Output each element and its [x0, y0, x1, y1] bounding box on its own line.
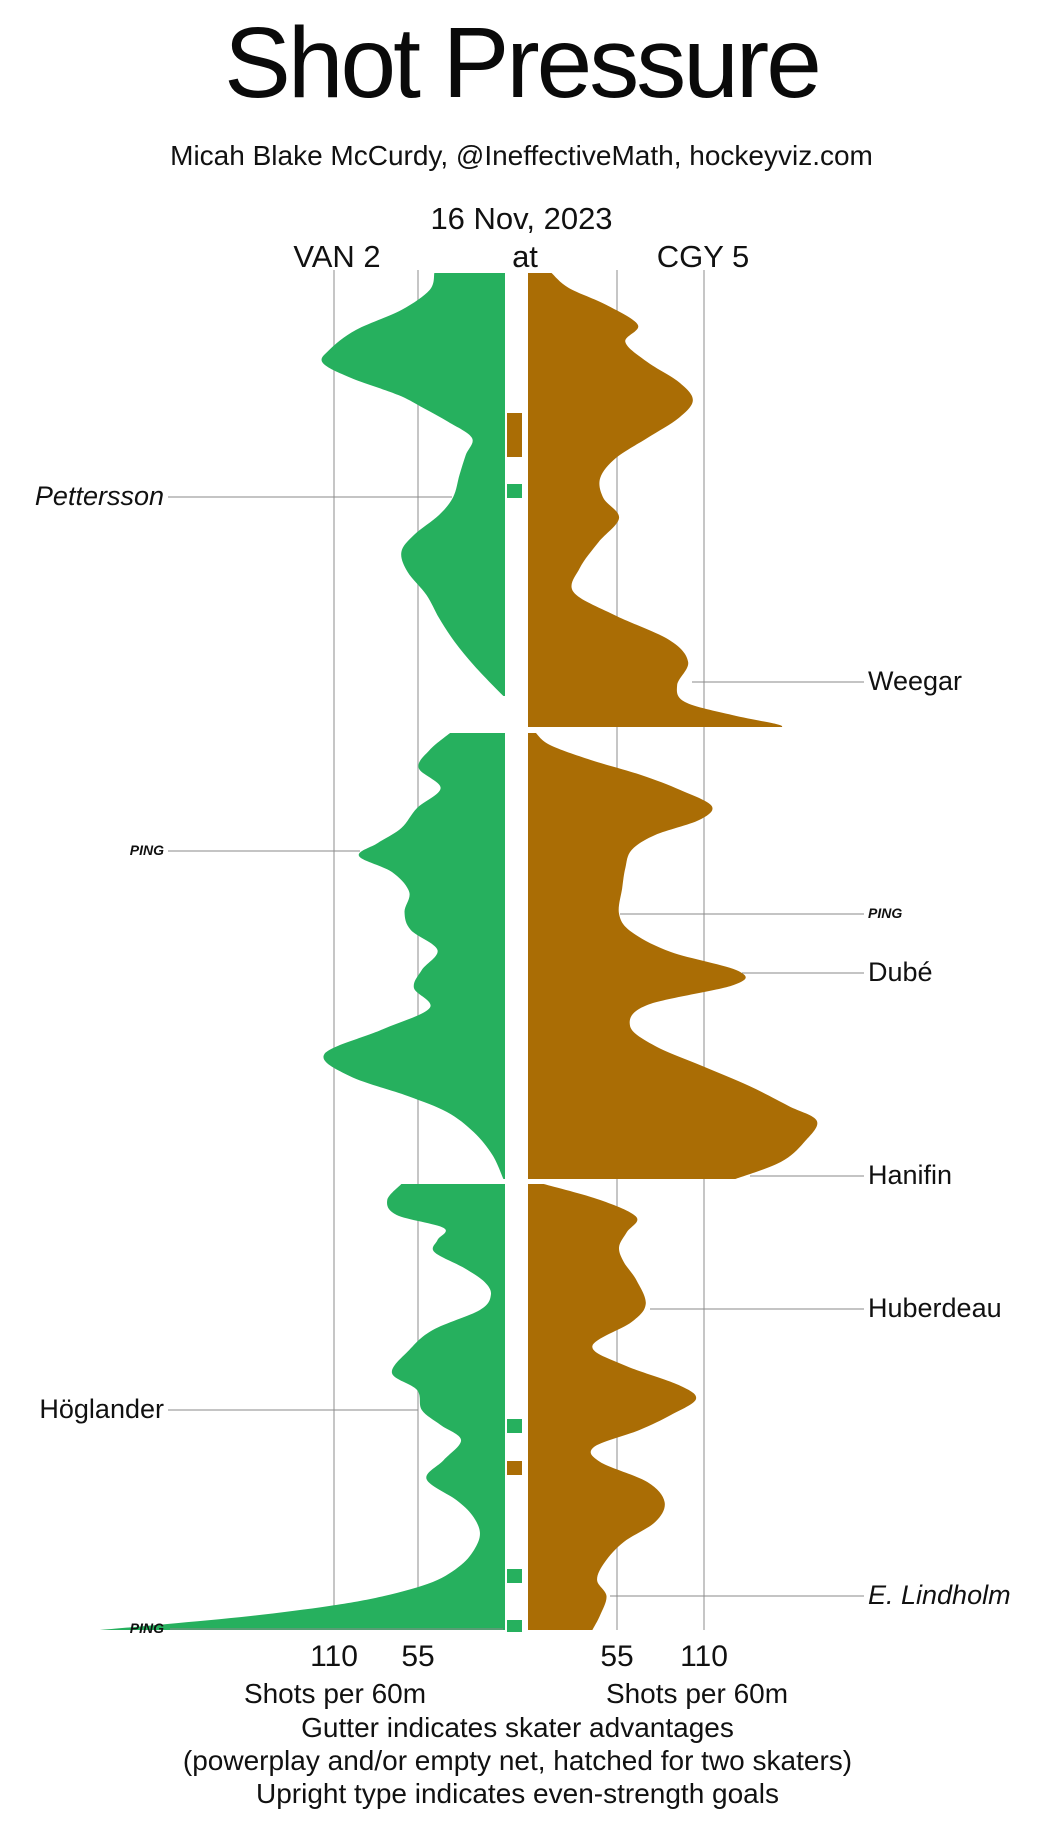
cgy-density-period2 — [528, 733, 818, 1179]
annotation-ping-van-p2: PING — [129, 842, 164, 858]
axis-tick-2: 55 — [600, 1640, 634, 1673]
away-team-score: VAN 2 — [293, 239, 381, 274]
annotation-pettersson: Pettersson — [34, 481, 164, 511]
annotation-huberdeau: Huberdeau — [868, 1293, 1002, 1323]
home-team-score: CGY 5 — [656, 239, 750, 274]
gutter-mark-van — [507, 484, 522, 498]
gutter-mark-van — [507, 1620, 522, 1632]
van-density-period1 — [321, 273, 505, 696]
axis-tick-3: 110 — [680, 1640, 728, 1673]
annotation-dube: Dubé — [868, 957, 933, 987]
van-density-period2 — [323, 733, 505, 1179]
attribution-line: Micah Blake McCurdy, @IneffectiveMath, h… — [170, 140, 873, 171]
gutter-mark-cgy — [507, 1461, 522, 1475]
annotation-ping-van-p3: PING — [129, 1620, 164, 1636]
game-date: 16 Nov, 2023 — [430, 201, 613, 236]
footer-powerplay-note: (powerplay and/or empty net, hatched for… — [182, 1745, 853, 1776]
annotation-lindholm: E. Lindholm — [868, 1580, 1011, 1610]
at-label: at — [512, 239, 538, 274]
axis-tick-1: 55 — [401, 1640, 435, 1673]
annotation-weegar: Weegar — [868, 666, 963, 696]
footer-gutter-note: Gutter indicates skater advantages — [301, 1712, 734, 1743]
annotation-hanifin: Hanifin — [868, 1160, 953, 1190]
gutter-mark-van — [507, 1419, 522, 1433]
axis-tick-0: 110 — [310, 1640, 358, 1673]
axis-caption-left: Shots per 60m — [243, 1678, 427, 1709]
gutter-mark-cgy — [507, 413, 522, 457]
annotation-ping-cgy-p2: PING — [868, 905, 903, 921]
annotation-hoglander: Höglander — [39, 1394, 164, 1424]
footer-upright-note: Upright type indicates even-strength goa… — [256, 1778, 779, 1809]
page-title: Shot Pressure — [224, 7, 822, 119]
gutter-mark-van — [507, 1569, 522, 1583]
cgy-density-period3 — [528, 1184, 697, 1630]
cgy-density-period1 — [528, 273, 783, 727]
van-density-period3 — [99, 1184, 505, 1630]
axis-caption-right: Shots per 60m — [605, 1678, 789, 1709]
